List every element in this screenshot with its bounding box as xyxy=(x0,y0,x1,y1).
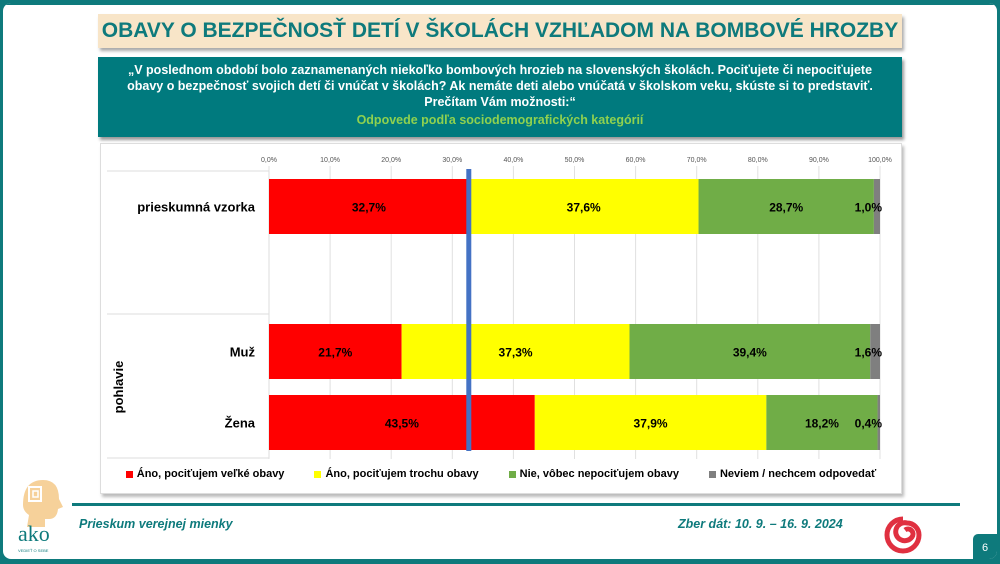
footer-divider xyxy=(72,503,960,506)
data-label: 28,7% xyxy=(769,201,803,215)
bar-segment xyxy=(468,179,699,234)
question-text: „V poslednom období bolo zaznamenaných n… xyxy=(127,63,873,109)
data-label: 18,2% xyxy=(805,417,839,431)
data-label: 37,6% xyxy=(567,201,601,215)
category-label: Žena xyxy=(225,416,256,431)
legend-item: Nie, vôbec nepociťujem obavy xyxy=(508,468,679,480)
collection-date: Zber dát: 10. 9. – 16. 9. 2024 xyxy=(678,517,843,531)
legend-swatch xyxy=(508,470,516,478)
bar-segment xyxy=(629,324,871,379)
spiral-logo-icon xyxy=(884,516,922,554)
bar-segment xyxy=(269,179,469,234)
x-tick-label: 50,0% xyxy=(565,157,585,164)
bar-segment xyxy=(877,395,880,450)
x-tick-label: 40,0% xyxy=(503,157,523,164)
legend-label: Áno, pociťujem trochu obavy xyxy=(325,468,479,480)
data-label: 1,0% xyxy=(855,201,883,215)
bar-segment xyxy=(534,395,767,450)
chart: 0,0% 10,0% 20,0% 30,0% 40,0% 50,0% 60,0% 70,0% 8… xyxy=(100,143,902,494)
legend-label: Nie, vôbec nepociťujem obavy xyxy=(519,468,679,480)
ako-logo: ako VEDIEŤ O SEBE xyxy=(18,480,63,553)
legend: Áno, pociťujem veľké obavy Áno, pociťujem… xyxy=(101,468,901,480)
survey-label: Prieskum verejnej mienky xyxy=(79,517,233,531)
data-label: 37,3% xyxy=(499,346,533,360)
page-title: OBAVY O BEZPEČNOSŤ DETÍ V ŠKOLÁCH VZHĽAD… xyxy=(98,14,902,48)
svg-text:ako: ako xyxy=(18,521,50,546)
data-label: 39,4% xyxy=(733,346,767,360)
page-number: 6 xyxy=(973,534,997,559)
legend-label: Áno, pociťujem veľké obavy xyxy=(136,468,285,480)
legend-item: Áno, pociťujem trochu obavy xyxy=(314,468,479,480)
question-subtitle: Odpovede podľa sociodemografických kateg… xyxy=(356,113,644,127)
legend-swatch xyxy=(314,470,322,478)
data-label: 37,9% xyxy=(634,417,668,431)
legend-swatch xyxy=(708,470,716,478)
data-label: 32,7% xyxy=(352,201,386,215)
x-tick-label: 100,0% xyxy=(868,157,892,164)
x-tick-label: 60,0% xyxy=(626,157,646,164)
bar-segment xyxy=(698,179,874,234)
top-border xyxy=(3,3,997,5)
x-tick-label: 20,0% xyxy=(381,157,401,164)
slide: OBAVY O BEZPEČNOSŤ DETÍ V ŠKOLÁCH VZHĽAD… xyxy=(3,3,997,559)
chart-svg: 0,0% 10,0% 20,0% 30,0% 40,0% 50,0% 60,0% 70,0% 8… xyxy=(107,157,892,459)
group-label: pohlavie xyxy=(111,361,126,414)
bar-segment xyxy=(870,324,880,379)
x-tick-label: 10,0% xyxy=(320,157,340,164)
x-tick-label: 30,0% xyxy=(442,157,462,164)
data-label: 21,7% xyxy=(318,346,352,360)
svg-text:VEDIEŤ O SEBE: VEDIEŤ O SEBE xyxy=(18,548,49,553)
legend-label: Neviem / nechcem odpovedať xyxy=(719,468,877,480)
legend-swatch xyxy=(125,470,133,478)
bar-segment xyxy=(401,324,630,379)
data-label: 1,6% xyxy=(855,346,883,360)
data-label: 43,5% xyxy=(385,417,419,431)
category-label: Muž xyxy=(230,345,256,360)
x-tick-label: 70,0% xyxy=(687,157,707,164)
bar-segment xyxy=(269,395,535,450)
legend-item: Neviem / nechcem odpovedať xyxy=(708,468,877,480)
x-tick-label: 0,0% xyxy=(261,157,277,164)
category-label: prieskumná vzorka xyxy=(137,200,256,215)
question-box: „V poslednom období bolo zaznamenaných n… xyxy=(98,57,902,137)
bar-segment xyxy=(873,179,880,234)
bar-segment xyxy=(269,324,402,379)
data-label: 0,4% xyxy=(855,417,883,431)
legend-item: Áno, pociťujem veľké obavy xyxy=(125,468,285,480)
x-tick-label: 90,0% xyxy=(809,157,829,164)
bar-segment xyxy=(766,395,878,450)
x-tick-label: 80,0% xyxy=(748,157,768,164)
